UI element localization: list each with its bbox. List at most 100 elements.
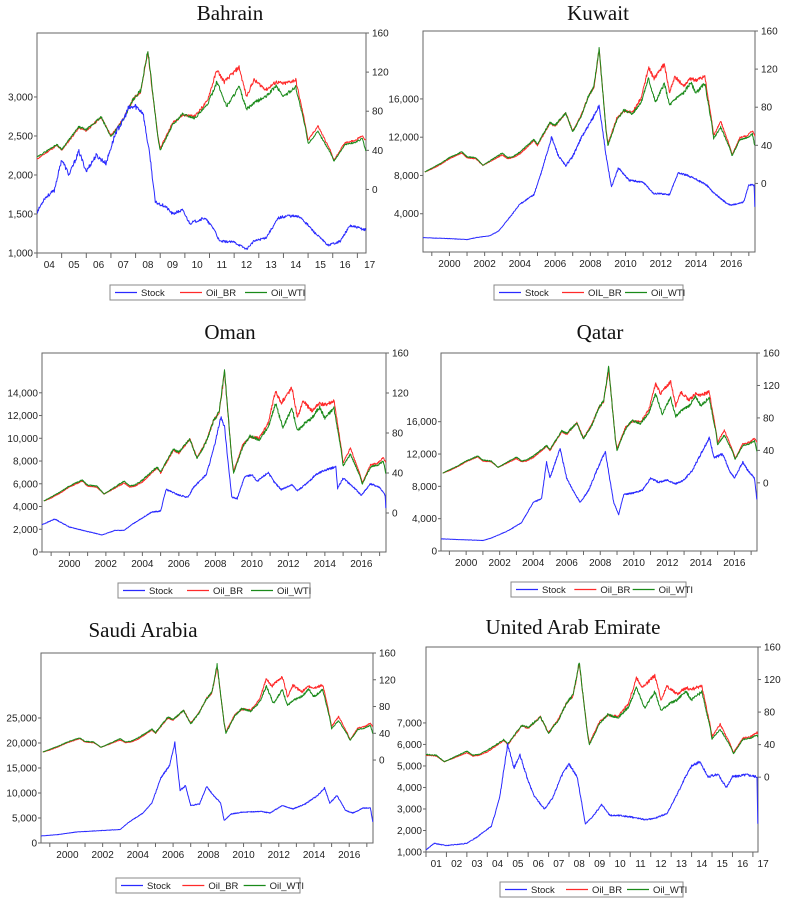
x-tick-label: 12 (241, 260, 253, 271)
x-tick-label: 06 (93, 260, 105, 271)
legend-label: Stock (141, 288, 165, 299)
x-tick-label: 12 (655, 859, 667, 870)
x-tick-label: 2014 (314, 559, 337, 570)
x-tick-label: 2016 (723, 558, 746, 569)
y2-tick-label: 80 (379, 702, 391, 713)
panel-qatar: Qatar 0 4,000 8,000 12,000 16,000 0 40 80 120 160 2… (406, 320, 780, 598)
x-tick-label: 01 (431, 859, 443, 870)
legend: Stock Oil_BR Oil_WTI (499, 881, 687, 898)
series-oil-wti-line (425, 662, 759, 763)
legend-label: Oil_BR (213, 586, 243, 597)
x-tick-label: 2002 (489, 558, 512, 569)
legend: Stock Oil_BR Oil_WTI (109, 284, 306, 301)
series-oil-wti-line (43, 369, 387, 502)
y-tick-label: 12,000 (7, 411, 38, 422)
y-tick-label: 5,000 (12, 814, 37, 825)
legend-label: Stock (542, 585, 566, 596)
y-tick-label: 8,000 (394, 171, 419, 182)
x-tick-label: 17 (364, 260, 376, 271)
y-tick-label: 4,000 (412, 514, 437, 525)
y-tick-label: 8,000 (13, 457, 38, 468)
x-tick-label: 2012 (277, 559, 300, 570)
y2-tick-label: 0 (761, 179, 767, 190)
x-tick-label: 16 (339, 260, 351, 271)
y2-tick-label: 160 (763, 349, 780, 360)
y-tick-label: 16,000 (406, 417, 437, 428)
legend-label: Stock (525, 288, 549, 299)
x-tick-label: 05 (68, 260, 80, 271)
legend: Stock OIL_BR Oil_WTI (493, 284, 685, 301)
y-tick-label: 12,000 (388, 133, 419, 144)
legend-label: Oil_BR (592, 885, 622, 896)
x-tick-label: 05 (512, 859, 524, 870)
y-tick-label: 6,000 (13, 479, 38, 490)
x-tick-label: 2006 (162, 850, 185, 861)
x-tick-label: 2012 (656, 558, 679, 569)
y-tick-label: 2,000 (13, 525, 38, 536)
y2-tick-label: 40 (763, 446, 775, 457)
x-tick-label: 14 (290, 260, 302, 271)
legend-label: Stock (147, 881, 171, 892)
y2-tick-label: 120 (763, 381, 780, 392)
y-tick-label: 16,000 (388, 94, 419, 105)
y-tick-label: 2,000 (8, 170, 33, 181)
y-tick-label: 0 (31, 839, 37, 850)
x-tick-label: 15 (717, 859, 729, 870)
y-tick-label: 1,000 (397, 848, 422, 859)
plot-frame (40, 652, 374, 844)
series-stock-line (440, 436, 758, 542)
x-tick-label: 13 (266, 260, 278, 271)
legend-label: Oil_WTI (270, 881, 304, 892)
x-tick-label: 2014 (303, 850, 326, 861)
series-oil-wti-line (424, 47, 756, 173)
plot-frame (425, 646, 759, 853)
x-tick-label: 2002 (474, 259, 497, 270)
y2-tick-label: 160 (392, 349, 409, 360)
series-stock-line (37, 103, 367, 251)
y2-tick-label: 40 (761, 141, 773, 152)
series-oil-wti-line (442, 365, 758, 474)
legend-box (499, 881, 684, 898)
x-tick-label: 2012 (650, 259, 673, 270)
y-tick-label: 20,000 (6, 739, 37, 750)
plot-frame (440, 352, 758, 552)
x-tick-label: 10 (615, 859, 627, 870)
x-tick-label: 2000 (438, 259, 461, 270)
y-tick-label: 15,000 (6, 764, 37, 775)
legend-label: Oil_WTI (271, 288, 305, 299)
x-tick-label: 11 (217, 260, 228, 271)
y-tick-label: 3,000 (8, 92, 33, 103)
x-tick-label: 2000 (455, 558, 478, 569)
x-tick-label: 2004 (522, 558, 545, 569)
y2-tick-label: 120 (379, 675, 396, 686)
y2-tick-label: 0 (392, 509, 398, 520)
x-tick-label: 2014 (685, 259, 708, 270)
legend: Stock Oil_BR Oil_WTI (115, 877, 304, 894)
y2-tick-label: 40 (764, 740, 776, 751)
series-oil-wti-line (42, 663, 374, 753)
legend: Stock Oil_BR Oil_WTI (510, 581, 693, 598)
x-tick-label: 2016 (338, 850, 361, 861)
y2-tick-label: 80 (764, 708, 776, 719)
x-tick-label: 2008 (579, 259, 602, 270)
legend-label: Oil_WTI (659, 585, 693, 596)
y-tick-label: 1,000 (8, 249, 33, 260)
y-tick-label: 7,000 (397, 718, 422, 729)
y2-tick-label: 80 (372, 107, 384, 118)
legend-label: Oil_WTI (651, 288, 685, 299)
legend-label: OIL_BR (588, 288, 622, 299)
series-stock-line (40, 741, 374, 837)
chart-title: Oman (204, 320, 256, 344)
y-tick-label: 0 (431, 547, 437, 558)
x-tick-label: 04 (44, 260, 56, 271)
x-tick-label: 2006 (168, 559, 191, 570)
x-tick-label: 02 (451, 859, 463, 870)
chart-title: Qatar (577, 320, 624, 344)
x-tick-label: 08 (574, 859, 586, 870)
x-tick-label: 2006 (544, 259, 567, 270)
series-stock-line (422, 104, 756, 241)
legend-label: Oil_BR (208, 881, 238, 892)
x-tick-label: 2008 (589, 558, 612, 569)
plot-frame (36, 32, 367, 254)
y-tick-label: 8,000 (412, 482, 437, 493)
